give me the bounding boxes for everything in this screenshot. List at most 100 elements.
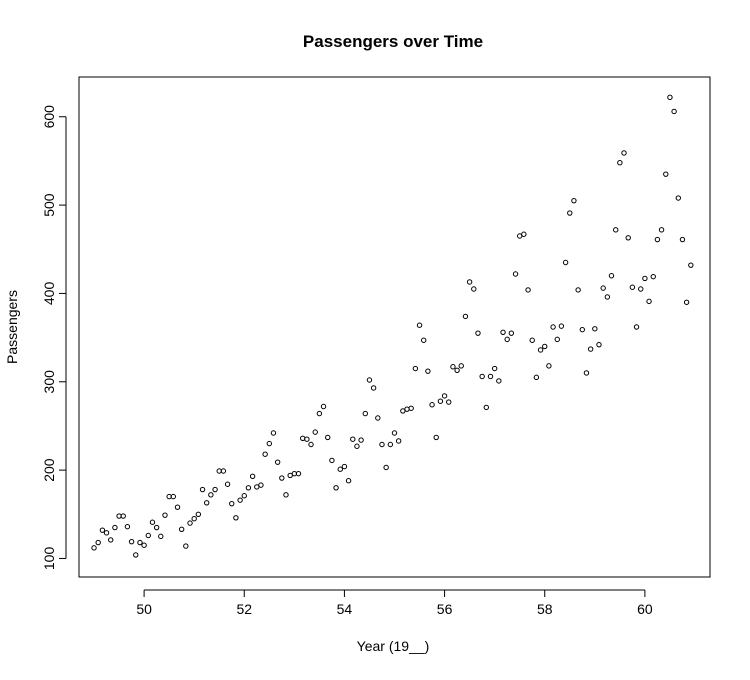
data-point [479,373,485,380]
data-point [270,430,277,436]
data-point [579,326,585,333]
data-point [375,415,381,421]
data-point [320,403,327,410]
data-point [158,533,164,540]
data-point [567,210,573,216]
y-tick-label: 100 [41,547,57,571]
data-point [300,435,306,442]
data-point [504,336,510,343]
data-point [625,235,631,241]
data-point [304,436,310,442]
data-point [667,94,673,101]
data-point [462,313,469,320]
data-point [433,434,439,441]
data-point [521,231,527,237]
x-tick-label: 52 [236,601,252,617]
data-point [149,519,156,525]
data-point [229,500,235,507]
data-point [587,346,594,352]
data-point [621,150,627,156]
data-point [450,364,456,370]
data-point [638,286,644,292]
data-point [471,286,477,292]
data-point [199,486,206,493]
data-point [425,368,431,374]
data-point [391,430,398,436]
data-point [174,504,181,510]
data-point [562,259,569,266]
data-point [220,468,227,474]
data-point [308,441,314,448]
data-point [266,440,272,447]
data-point [500,329,506,335]
data-point [458,363,464,369]
data-point [178,526,185,532]
data-point [508,330,515,336]
data-point [187,520,193,526]
data-point [295,470,302,477]
x-axis: 50 52 54 56 58 60 [136,589,653,617]
data-point [604,294,611,300]
data-point [354,443,360,449]
y-axis-label: Passengers [4,290,20,364]
data-point [212,486,218,493]
data-point [408,405,414,411]
data-point [575,287,581,293]
data-point [642,275,648,282]
data-point [688,262,694,268]
data-point [671,108,677,115]
data-points [91,94,694,558]
data-point [103,530,110,536]
data-point [370,385,377,391]
x-tick-label: 54 [337,601,353,617]
data-point [241,493,247,499]
data-point [416,322,423,328]
data-point [475,330,481,336]
data-point [496,378,502,384]
data-point [99,527,106,533]
x-tick-label: 60 [637,601,653,617]
data-point [358,437,364,443]
data-point [120,513,126,519]
data-point [128,538,135,545]
data-point [362,410,368,417]
data-point [437,398,444,404]
data-point [191,516,197,522]
data-point [224,481,231,487]
data-point [466,279,473,285]
data-point [133,552,139,558]
data-point [525,287,531,293]
data-point [683,299,690,305]
data-point [675,195,681,201]
data-point [529,337,535,343]
data-point [446,399,452,405]
data-point [633,324,640,330]
y-tick-label: 300 [41,370,57,394]
data-point [325,434,331,441]
data-point [395,438,402,444]
data-point [454,367,460,373]
data-point [550,324,556,330]
chart-title: Passengers over Time [303,32,483,51]
data-point [487,373,494,380]
data-point [491,365,498,372]
data-point [366,377,373,383]
data-point [558,323,565,329]
data-point [483,404,489,411]
data-point [441,393,448,399]
data-point [195,511,202,517]
data-point [137,539,143,546]
x-tick-label: 58 [537,601,553,617]
data-point [617,159,623,166]
data-point [162,512,168,518]
data-point [658,227,665,233]
data-point [542,343,548,350]
y-tick-label: 200 [41,458,57,482]
data-point [153,524,160,531]
data-point [350,436,356,442]
data-point [654,236,661,243]
data-point [183,543,189,549]
data-point [429,402,435,408]
